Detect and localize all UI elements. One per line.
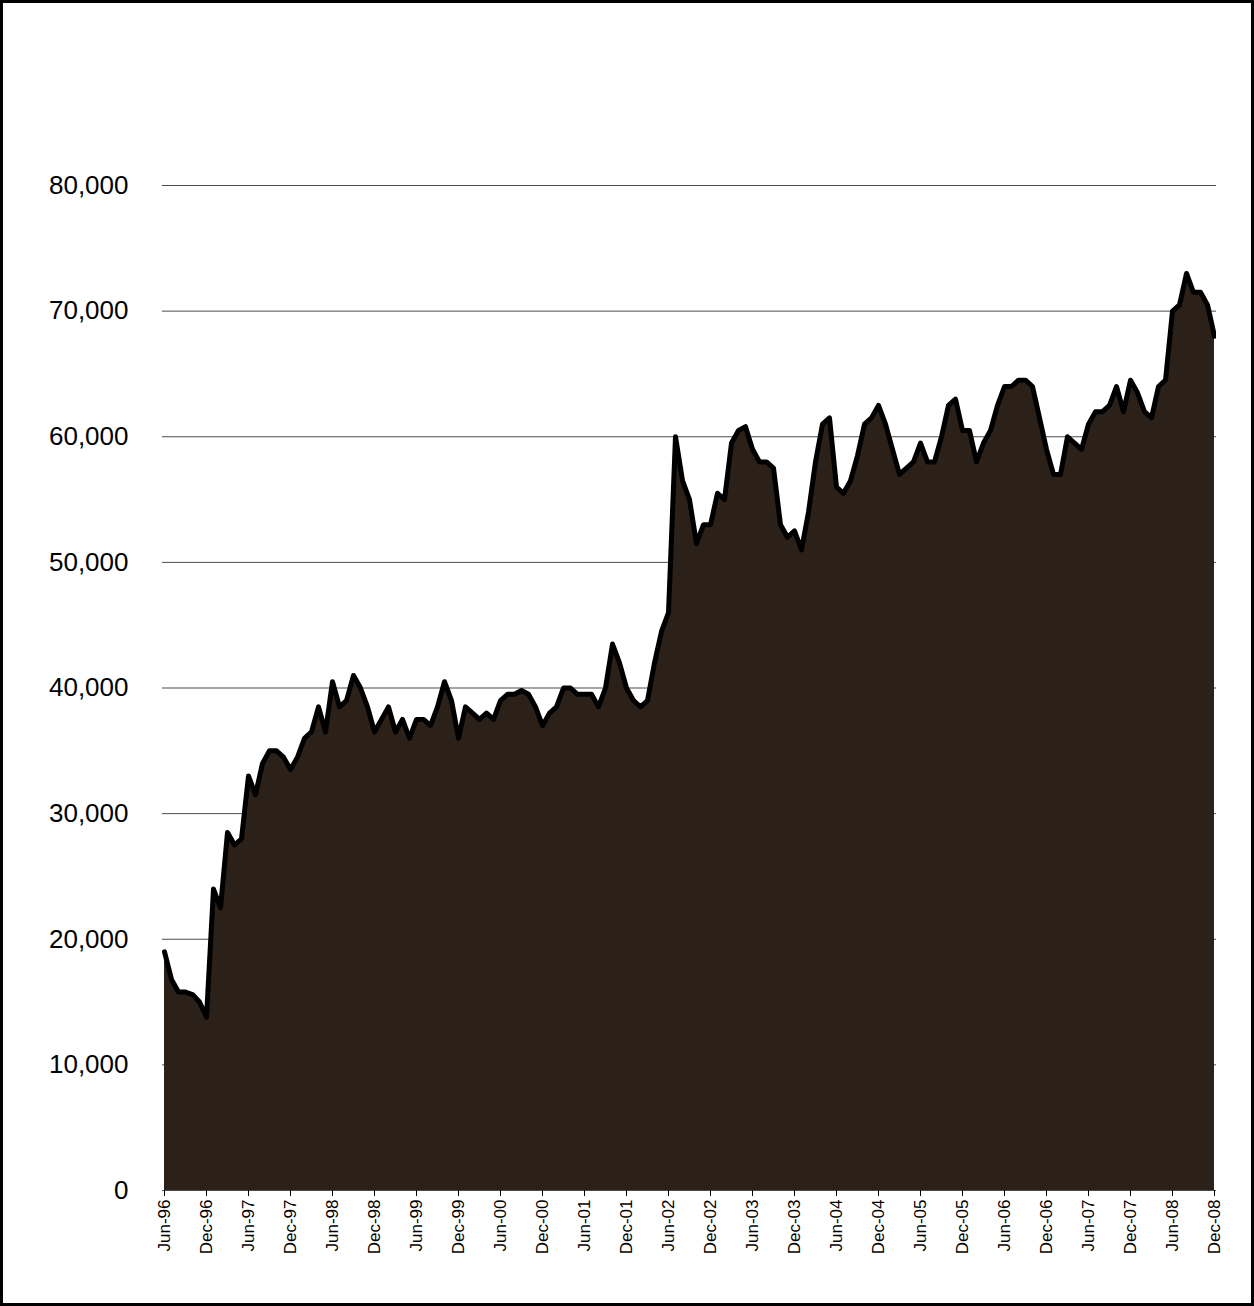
svg-text:Dec-01: Dec-01	[617, 1200, 636, 1255]
svg-text:Dec-03: Dec-03	[785, 1200, 804, 1255]
svg-text:Dec-97: Dec-97	[281, 1200, 300, 1255]
svg-text:Jun-04: Jun-04	[827, 1200, 846, 1252]
svg-text:Jun-03: Jun-03	[743, 1200, 762, 1252]
svg-text:Jun-00: Jun-00	[491, 1200, 510, 1252]
svg-text:Jun-07: Jun-07	[1079, 1200, 1098, 1252]
svg-text:Jun-05: Jun-05	[911, 1200, 930, 1252]
svg-text:Dec-08: Dec-08	[1205, 1200, 1224, 1255]
svg-text:70,000: 70,000	[49, 295, 129, 325]
svg-text:Dec-99: Dec-99	[449, 1200, 468, 1255]
svg-text:Jun-97: Jun-97	[239, 1200, 258, 1252]
svg-text:30,000: 30,000	[49, 798, 129, 828]
svg-text:Jun-98: Jun-98	[323, 1200, 342, 1252]
svg-text:Dec-05: Dec-05	[953, 1200, 972, 1255]
svg-text:50,000: 50,000	[49, 547, 129, 577]
svg-text:40,000: 40,000	[49, 672, 129, 702]
svg-text:Dec-04: Dec-04	[869, 1200, 888, 1255]
svg-text:Dec-06: Dec-06	[1037, 1200, 1056, 1255]
svg-text:20,000: 20,000	[49, 924, 129, 954]
svg-text:Jun-01: Jun-01	[575, 1200, 594, 1252]
svg-text:Jun-06: Jun-06	[995, 1200, 1014, 1252]
svg-text:Jun-02: Jun-02	[659, 1200, 678, 1252]
svg-text:Dec-07: Dec-07	[1121, 1200, 1140, 1255]
svg-text:80,000: 80,000	[49, 170, 129, 200]
svg-text:Dec-02: Dec-02	[701, 1200, 720, 1255]
svg-text:0: 0	[114, 1175, 128, 1205]
svg-text:60,000: 60,000	[49, 421, 129, 451]
svg-text:Jun-99: Jun-99	[407, 1200, 426, 1252]
svg-text:Dec-98: Dec-98	[365, 1200, 384, 1255]
svg-text:Jun-96: Jun-96	[155, 1200, 174, 1252]
svg-text:10,000: 10,000	[49, 1049, 129, 1079]
svg-text:Jun-08: Jun-08	[1163, 1200, 1182, 1252]
svg-text:Dec-96: Dec-96	[197, 1200, 216, 1255]
svg-text:Dec-00: Dec-00	[533, 1200, 552, 1255]
